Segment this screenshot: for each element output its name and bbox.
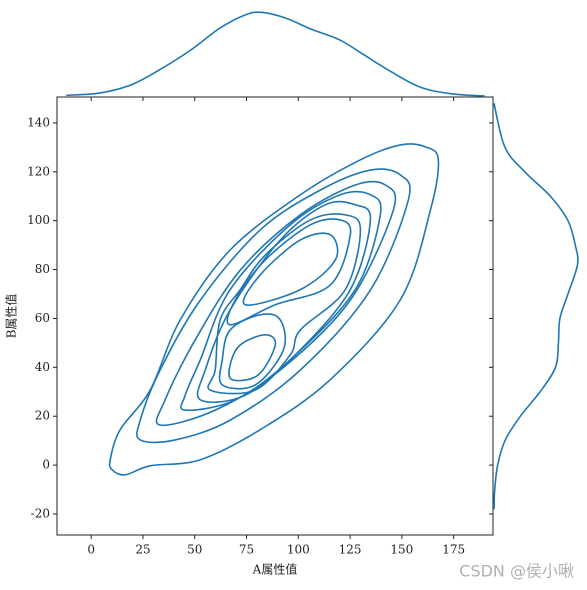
marginal-x-density bbox=[66, 11, 485, 97]
y-axis-label: B属性值 bbox=[4, 294, 19, 339]
x-tick-label: 0 bbox=[87, 543, 95, 557]
marginal-y-density bbox=[493, 103, 579, 510]
x-tick-label: 50 bbox=[187, 543, 202, 557]
y-tick-label: 140 bbox=[27, 115, 50, 129]
x-tick-label: 150 bbox=[390, 543, 413, 557]
kde-contour bbox=[155, 180, 397, 427]
y-tick-label: 100 bbox=[27, 213, 50, 227]
x-axis-label: A属性值 bbox=[252, 562, 298, 577]
kde-contour bbox=[228, 334, 277, 382]
kde-contour bbox=[136, 168, 411, 444]
x-tick-label: 175 bbox=[442, 543, 465, 557]
watermark: CSDN @侯小啾 bbox=[459, 562, 574, 581]
x-tick-label: 100 bbox=[287, 543, 310, 557]
kde-contour bbox=[218, 313, 287, 390]
kde-contour bbox=[196, 200, 372, 404]
y-tick-label: 80 bbox=[35, 262, 50, 276]
y-tick-label: 0 bbox=[42, 458, 50, 472]
y-tick-label: 120 bbox=[27, 164, 50, 178]
y-tick-label: 60 bbox=[35, 311, 50, 325]
y-tick-label: 20 bbox=[35, 409, 50, 423]
kde-contour bbox=[242, 232, 339, 306]
x-tick-label: 25 bbox=[135, 543, 150, 557]
kde-contour bbox=[226, 218, 352, 326]
y-tick-label: -20 bbox=[31, 506, 50, 520]
kde-contour bbox=[180, 190, 382, 412]
plot-frame bbox=[56, 96, 494, 536]
kde-contour bbox=[207, 213, 362, 395]
y-tick-label: 40 bbox=[35, 360, 50, 374]
x-tick-label: 75 bbox=[239, 543, 254, 557]
x-tick-label: 125 bbox=[339, 543, 362, 557]
